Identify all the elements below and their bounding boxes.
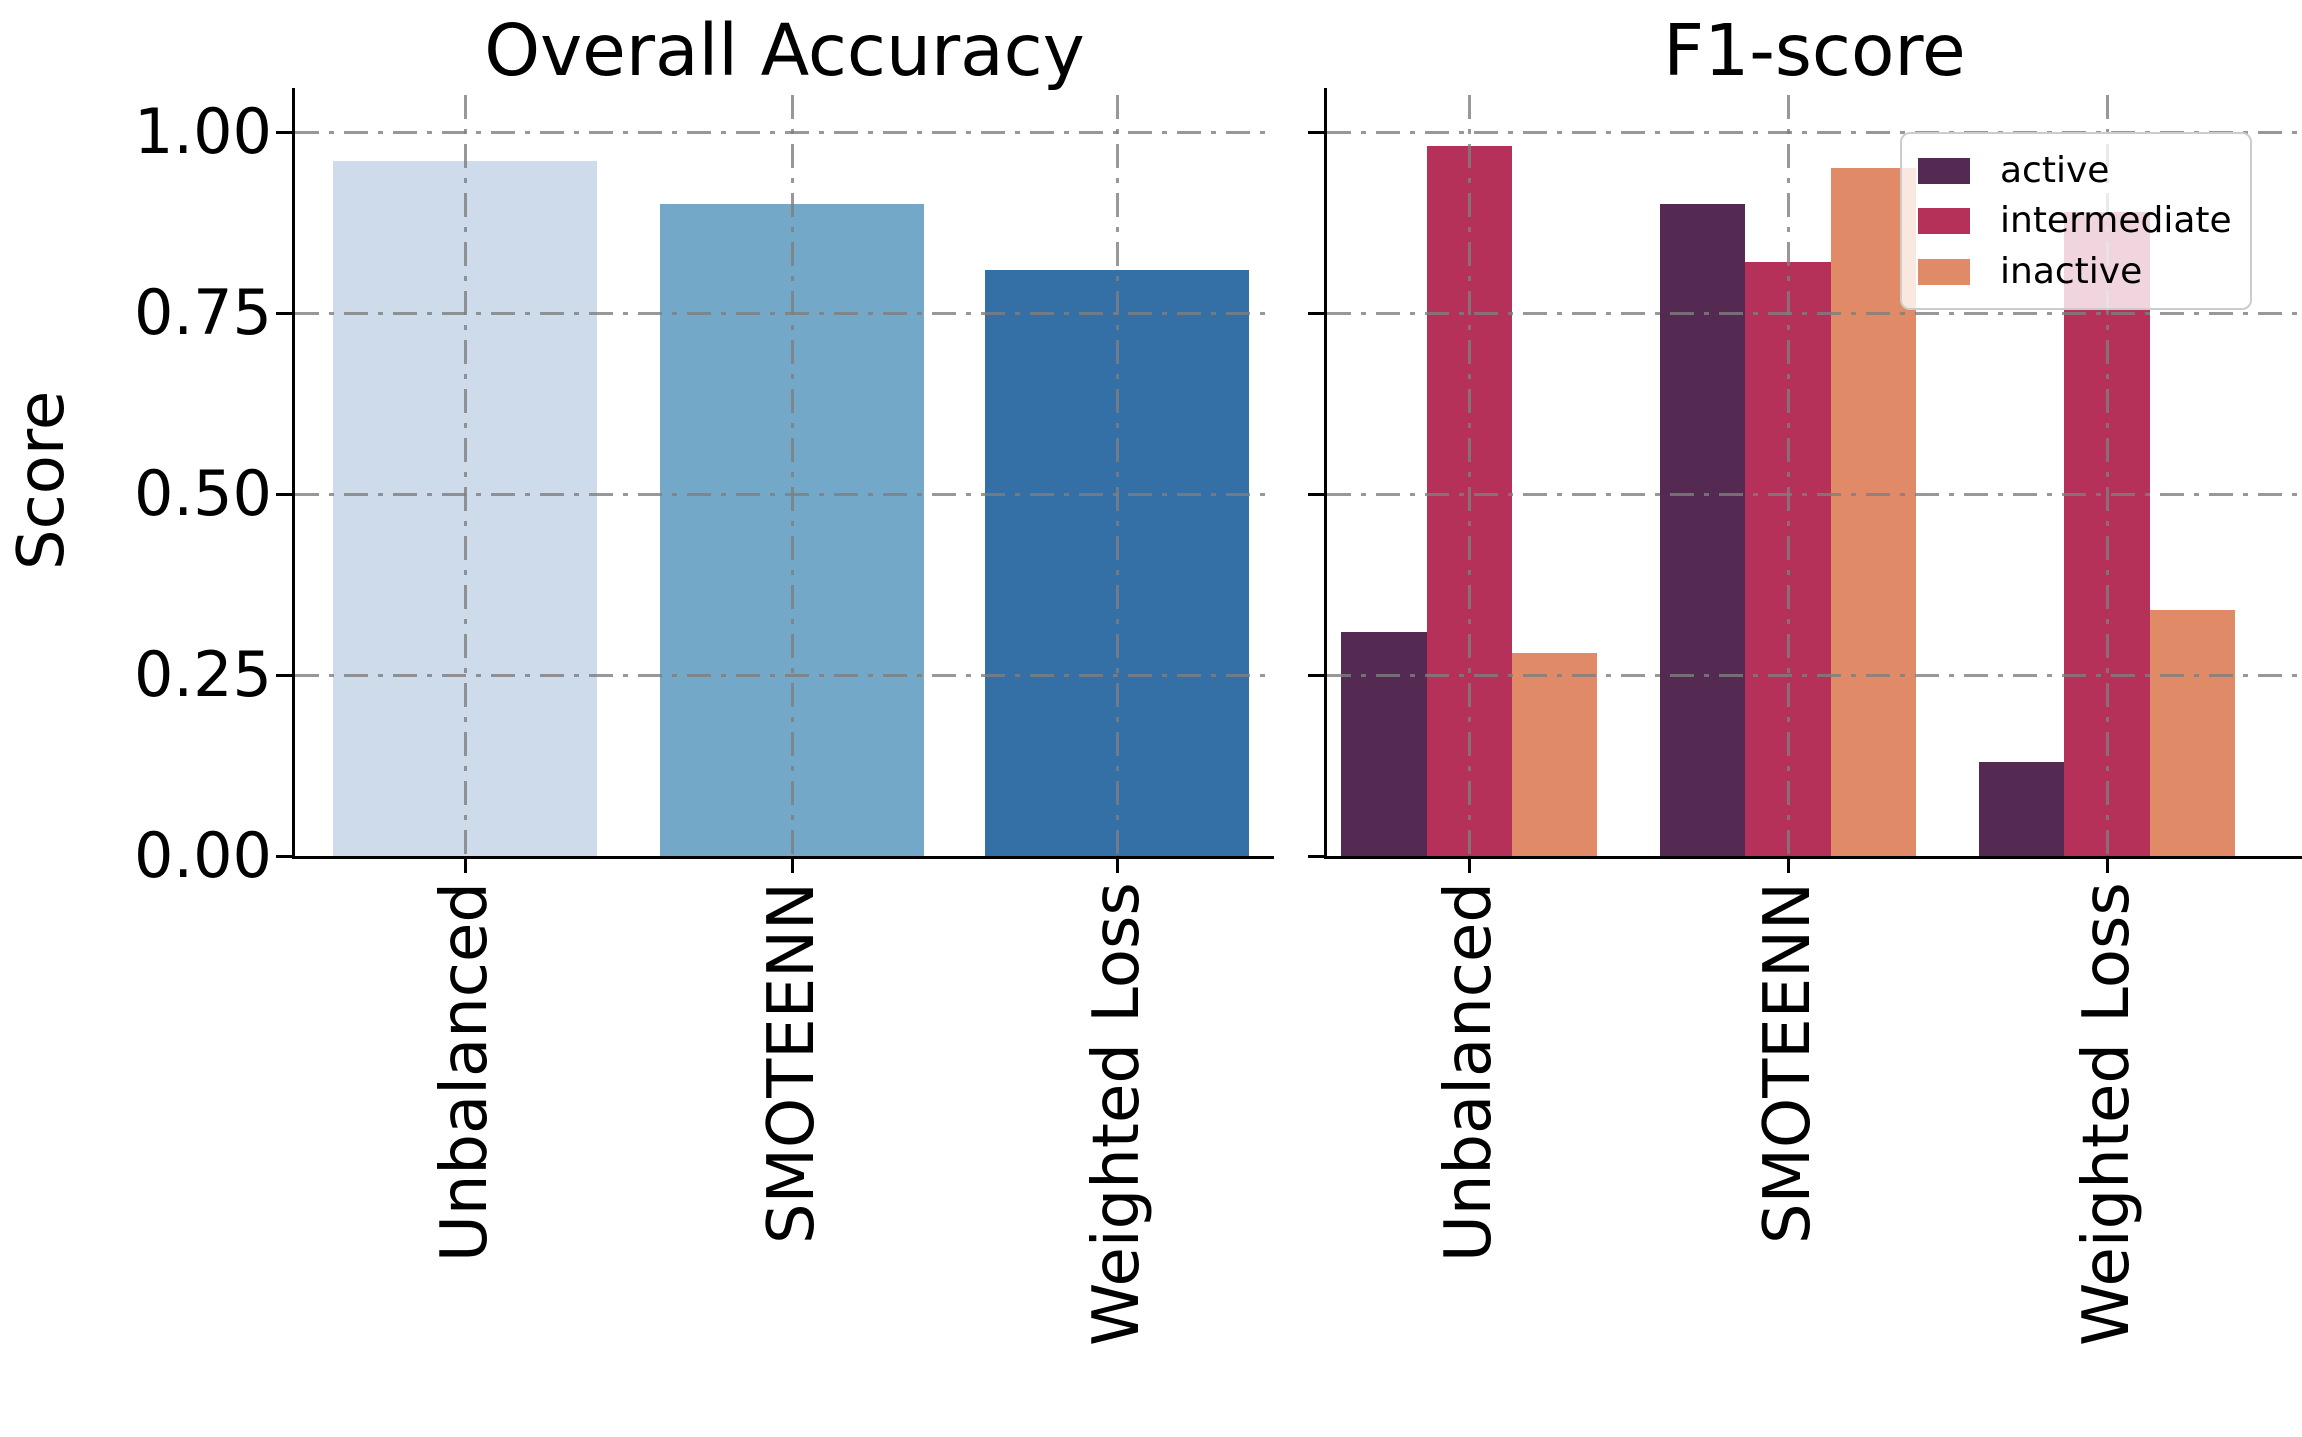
x-tick-label-smoteenn: SMOTEENN: [755, 882, 830, 1244]
y-tick-mark: [1308, 130, 1324, 134]
legend-label: active: [2000, 149, 2110, 191]
x-tick-mark: [2105, 859, 2109, 873]
horizontal-gridline: [295, 130, 1274, 134]
y-axis-spine: [292, 88, 295, 859]
bar-weighted-loss-active: [1978, 761, 2065, 856]
vertical-gridline: [1467, 95, 1471, 856]
x-tick-mark: [1786, 859, 1790, 873]
legend-label: inactive: [2000, 250, 2143, 292]
horizontal-gridline: [295, 311, 1274, 315]
y-tick-label: 0.25: [133, 638, 272, 711]
y-tick-mark: [1308, 673, 1324, 677]
legend-swatch-inactive: [1918, 258, 1970, 285]
y-tick-mark: [1308, 854, 1324, 858]
x-tick-mark: [790, 859, 794, 873]
legend-swatch-intermediate: [1918, 208, 1970, 234]
x-tick-mark: [463, 859, 467, 873]
vertical-gridline: [463, 95, 467, 856]
x-tick-label-unbalanced: Unbalanced: [1432, 882, 1507, 1262]
horizontal-gridline: [1327, 130, 2302, 134]
x-tick-label-smoteenn: SMOTEENN: [1751, 882, 1826, 1244]
horizontal-gridline: [295, 673, 1274, 677]
right-chart-title: F1-score: [1663, 9, 1966, 92]
y-tick-label: 0.50: [133, 457, 272, 530]
left-chart-title: Overall Accuracy: [484, 9, 1085, 92]
x-tick-mark: [1115, 859, 1119, 873]
y-tick-label: 1.00: [133, 95, 272, 168]
vertical-gridline: [2105, 95, 2109, 856]
legend-row-intermediate: intermediate: [1918, 201, 2234, 241]
y-tick-label: 0.00: [133, 819, 272, 892]
y-tick-mark: [276, 492, 292, 496]
horizontal-gridline: [1327, 673, 2302, 677]
x-axis-spine: [1324, 856, 2302, 859]
horizontal-gridline: [1327, 492, 2302, 496]
vertical-gridline: [1786, 95, 1790, 856]
y-tick-label: 0.75: [133, 276, 272, 349]
x-tick-label-weighted-loss: Weighted Loss: [2070, 882, 2144, 1346]
bar-smoteenn-active: [1660, 204, 1746, 856]
x-axis-spine: [292, 856, 1274, 859]
vertical-gridline: [1115, 95, 1119, 856]
legend-swatch-active: [1918, 157, 1970, 184]
y-tick-mark: [276, 130, 292, 134]
y-tick-mark: [1308, 492, 1324, 496]
x-tick-label-weighted-loss: Weighted Loss: [1080, 882, 1155, 1346]
horizontal-gridline: [1327, 311, 2302, 315]
bar-weighted-loss-inactive: [2149, 609, 2236, 856]
bar-unbalanced-active: [1341, 631, 1427, 856]
y-tick-mark: [276, 854, 292, 858]
x-tick-label-unbalanced: Unbalanced: [428, 882, 503, 1262]
legend-label: intermediate: [2000, 200, 2232, 241]
legend: active intermediate inactive: [1900, 132, 2252, 310]
y-tick-mark: [1308, 311, 1324, 315]
legend-row-inactive: inactive: [1918, 250, 2234, 292]
bar-unbalanced-inactive: [1512, 653, 1598, 856]
legend-row-active: active: [1918, 149, 2234, 191]
horizontal-gridline: [295, 492, 1274, 496]
y-tick-mark: [276, 311, 292, 315]
vertical-gridline: [790, 95, 794, 856]
x-tick-mark: [1467, 859, 1471, 873]
y-tick-mark: [276, 673, 292, 677]
y-axis-spine: [1324, 88, 1327, 859]
